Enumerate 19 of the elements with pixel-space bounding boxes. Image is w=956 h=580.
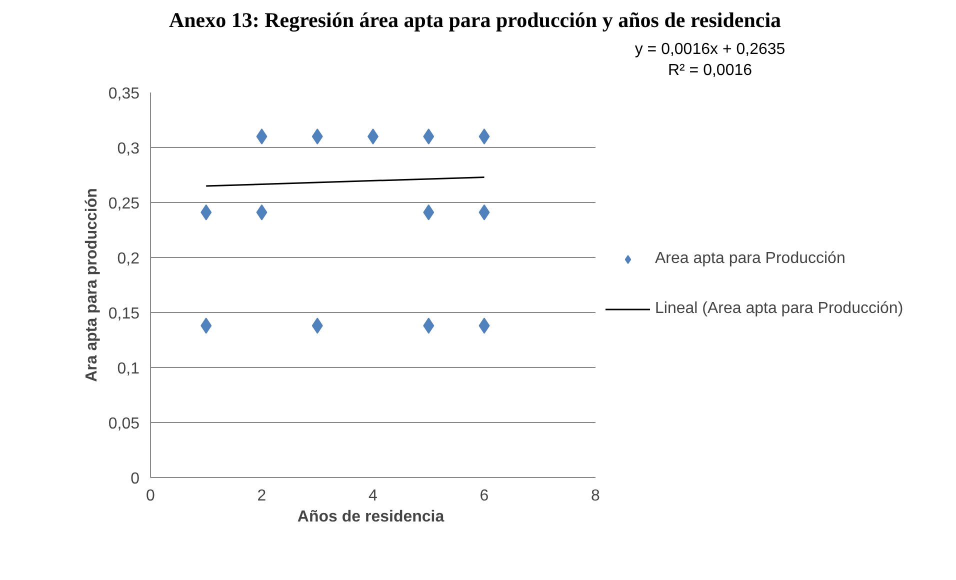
x-tick-label: 0: [146, 487, 156, 504]
chart-title: Anexo 13: Regresión área apta para producción y años de residencia: [168, 7, 782, 34]
y-tick-label: 0,1: [117, 360, 140, 378]
x-tick-label: 2: [257, 487, 266, 504]
text: y = 0,0016x + 0,2635 R² = 0,0016: [634, 40, 786, 81]
x-tick-label: 8: [591, 487, 600, 504]
legend-label: Area apta para Producción: [655, 250, 846, 268]
y-tick-label: 0,35: [108, 85, 140, 102]
x-tick-label: 4: [368, 487, 378, 504]
x-tick-label: 6: [480, 487, 489, 504]
y-tick-label: 0,2: [117, 250, 140, 268]
y-tick-label: 0,25: [108, 195, 140, 212]
y-tick-label: 0,3: [117, 140, 140, 158]
y-tick-label: 0,15: [108, 305, 140, 322]
y-tick-label: 0: [130, 470, 140, 488]
legend-label: Lineal (Area apta para Producción): [655, 300, 904, 318]
x-axis-title: Años de residencia: [297, 508, 444, 526]
y-tick-label: 0,05: [108, 415, 140, 432]
y-axis-title: Ara apta para producción: [83, 188, 100, 382]
